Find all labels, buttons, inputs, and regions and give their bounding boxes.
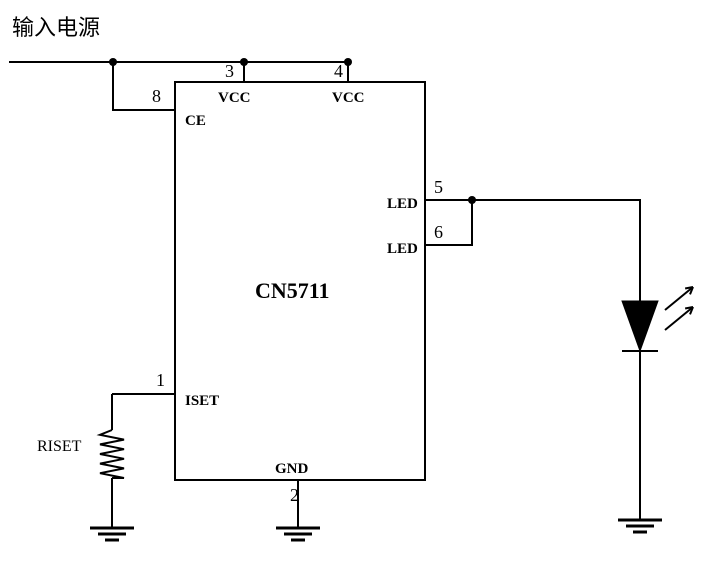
pin-label-ce: CE [185, 113, 206, 130]
pin-label-vcc1: VCC [218, 90, 251, 107]
pin-num-5: 5 [434, 177, 443, 198]
pin-label-gnd: GND [275, 461, 308, 478]
input-power-title: 输入电源 [12, 10, 100, 42]
pin-num-6: 6 [434, 222, 443, 243]
pin-num-4: 4 [334, 61, 343, 82]
pin-label-led2: LED [387, 241, 418, 258]
riset-label: RISET [37, 438, 81, 456]
circuit-diagram [0, 0, 715, 588]
pin-num-3: 3 [225, 61, 234, 82]
ic-name: CN5711 [255, 278, 330, 304]
pin-label-led1: LED [387, 196, 418, 213]
pin-label-vcc2: VCC [332, 90, 365, 107]
pin-label-iset: ISET [185, 393, 219, 410]
pin-num-2: 2 [290, 485, 299, 506]
pin-num-8: 8 [152, 86, 161, 107]
pin-num-1: 1 [156, 370, 165, 391]
